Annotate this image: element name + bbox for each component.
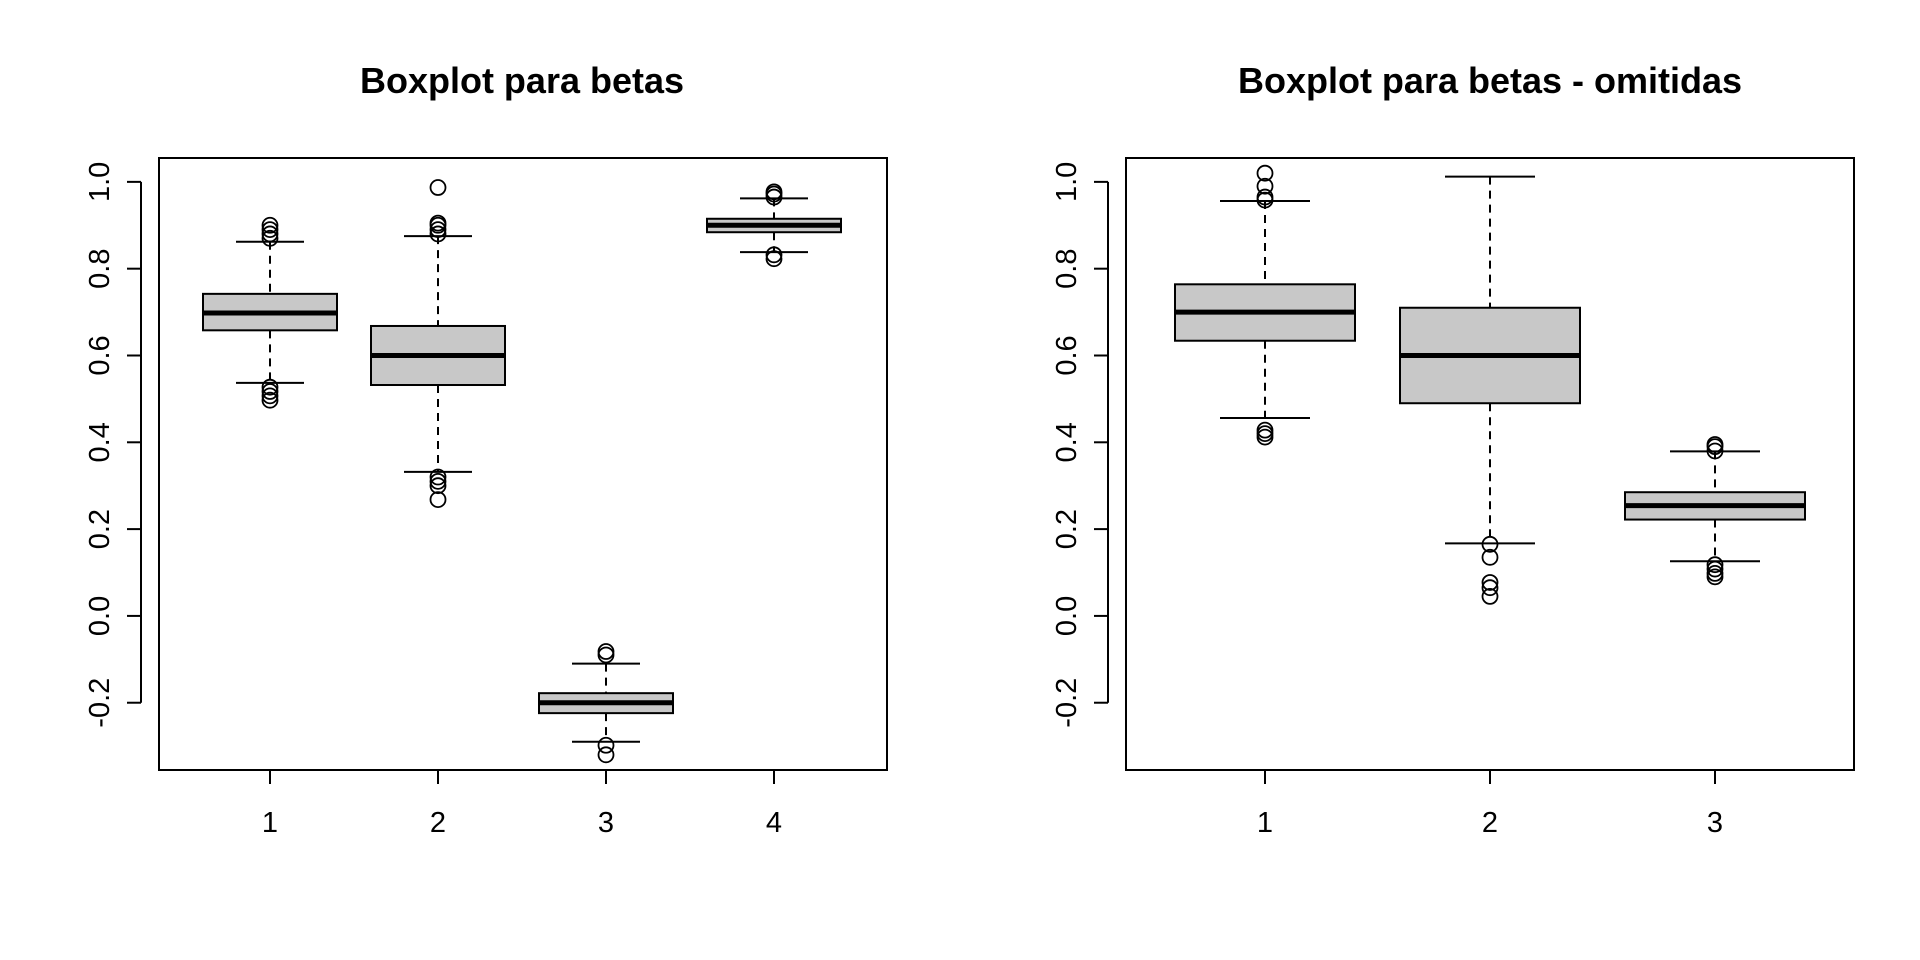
y-tick-label: 0.2 (84, 509, 116, 549)
outlier-point (429, 214, 447, 232)
outlier-point (429, 472, 447, 490)
x-axis: 1 2 3 (1257, 770, 1723, 839)
box-2 (370, 179, 506, 508)
y-axis: -0.2 0.0 0.2 0.4 0.6 0.8 1.0 (1051, 162, 1109, 728)
outlier-point (597, 746, 615, 764)
outlier-point (1706, 560, 1724, 578)
y-tick-label: 0.4 (84, 422, 116, 462)
outlier-point (261, 391, 279, 409)
outlier-point (429, 225, 447, 243)
box-1 (1174, 164, 1356, 446)
box-1 (202, 216, 338, 409)
x-tick-label: 1 (1257, 807, 1273, 839)
plot-frame (158, 157, 888, 771)
outlier-point (765, 250, 783, 268)
outlier-point (1256, 421, 1274, 439)
x-tick-label: 3 (598, 807, 614, 839)
y-tick-label: 1.0 (1051, 162, 1083, 202)
outlier-point (765, 246, 783, 264)
box-2 (1399, 175, 1581, 605)
outlier-point (1481, 579, 1499, 597)
chart-title: Boxplot para betas - omitidas (1238, 60, 1742, 101)
y-tick-label: 0.8 (1051, 249, 1083, 289)
outlier-point (1481, 548, 1499, 566)
outlier-point (1256, 425, 1274, 443)
outlier-point (261, 387, 279, 405)
outlier-point (429, 468, 447, 486)
x-tick-label: 2 (1482, 807, 1498, 839)
y-tick-label: 0.0 (84, 596, 116, 636)
outlier-point (1706, 564, 1724, 582)
y-tick-label: 1.0 (84, 162, 116, 202)
outlier-point (1481, 574, 1499, 591)
x-tick-label: 4 (766, 807, 782, 839)
outlier-point (429, 179, 447, 196)
x-tick-label: 3 (1707, 807, 1723, 839)
outlier-point (1256, 188, 1274, 206)
box-4 (706, 183, 842, 268)
x-tick-label: 1 (262, 807, 278, 839)
y-tick-label: 0.6 (84, 335, 116, 375)
y-tick-label: -0.2 (84, 678, 116, 728)
outlier-point (597, 646, 615, 664)
box-3 (538, 643, 674, 764)
y-tick-label: 0.4 (1051, 422, 1083, 462)
outlier-point (1256, 164, 1274, 182)
outlier-point (765, 183, 783, 201)
outlier-point (597, 643, 615, 660)
y-tick-label: -0.2 (1051, 678, 1083, 728)
outlier-point (261, 216, 279, 234)
boxplot-panel-betas-omitidas: Boxplot para betas - omitidas -0.2 0.0 0.2… (1051, 60, 1855, 839)
outlier-point (261, 378, 279, 396)
outlier-point (429, 491, 447, 508)
y-tick-label: 0.0 (1051, 596, 1083, 636)
outlier-point (1481, 535, 1499, 553)
outlier-point (429, 477, 447, 495)
outlier-point (261, 383, 279, 400)
box-3 (1624, 436, 1806, 586)
outlier-point (597, 736, 615, 754)
outlier-point (429, 221, 447, 239)
x-axis: 1 2 3 4 (262, 770, 782, 839)
boxplot-panel-betas: Boxplot para betas -0.2 0.0 0.2 0.4 0.6 0.8 1.… (84, 60, 888, 839)
outlier-point (261, 221, 279, 239)
outlier-point (1706, 442, 1724, 460)
boxes (1174, 164, 1806, 605)
y-tick-label: 0.8 (84, 249, 116, 289)
outlier-point (261, 229, 279, 247)
outlier-point (261, 225, 279, 243)
boxes (202, 179, 842, 764)
y-tick-label: 0.6 (1051, 335, 1083, 375)
outlier-point (1706, 436, 1724, 453)
y-tick-label: 0.2 (1051, 509, 1083, 549)
chart-title: Boxplot para betas (360, 60, 684, 101)
x-tick-label: 2 (430, 807, 446, 839)
outlier-point (1481, 587, 1499, 605)
outlier-point (1256, 177, 1274, 195)
y-axis: -0.2 0.0 0.2 0.4 0.6 0.8 1.0 (84, 162, 142, 728)
outlier-point (1706, 556, 1724, 574)
